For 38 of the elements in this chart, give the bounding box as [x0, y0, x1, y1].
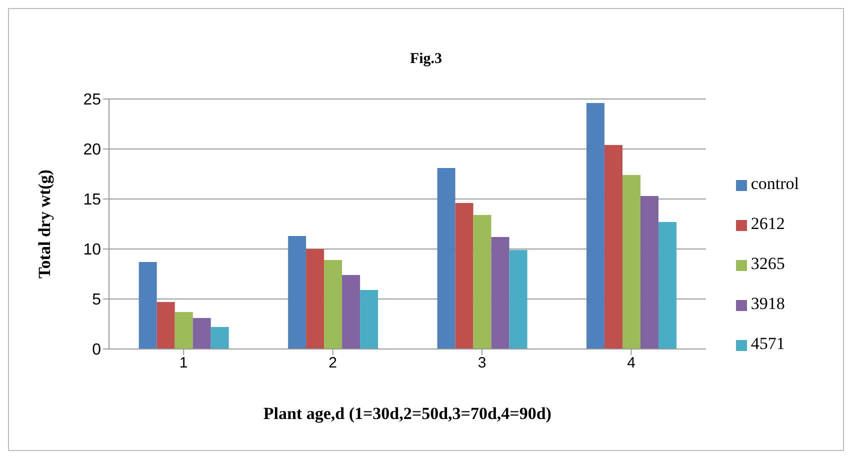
bar	[622, 175, 640, 349]
y-tick-label: 25	[83, 92, 102, 109]
legend-label: control	[750, 174, 799, 193]
bar	[138, 262, 157, 349]
bar	[473, 215, 492, 349]
bar	[360, 290, 378, 349]
bar	[288, 236, 306, 349]
legend-label: 3918	[750, 294, 785, 313]
bar	[342, 275, 360, 349]
bar	[156, 302, 175, 349]
x-tick-label: 3	[478, 354, 486, 372]
y-tick-label: 15	[83, 192, 102, 209]
x-tick-label: 1	[179, 354, 188, 372]
bar	[491, 237, 510, 349]
legend-label: 4571	[750, 334, 785, 353]
bar	[455, 203, 474, 349]
x-tick-label: 2	[328, 354, 337, 372]
bar	[174, 312, 193, 349]
x-tick-label: 4	[627, 354, 636, 372]
bar	[437, 168, 456, 349]
y-axis-title: Total dry wt(g)	[35, 170, 54, 278]
y-tick-label: 0	[92, 342, 102, 359]
bar	[192, 318, 211, 349]
bar	[640, 196, 658, 349]
bar	[306, 249, 324, 349]
bar	[324, 260, 342, 349]
y-tick-label: 5	[92, 292, 102, 309]
chart-title: Fig.3	[408, 51, 444, 68]
y-tick-label: 20	[83, 142, 102, 159]
x-axis-title: Plant age,d (1=30d,2=50d,3=70d,4=90d)	[263, 404, 552, 423]
bar	[604, 145, 622, 349]
bar	[658, 222, 676, 349]
legend-label: 3265	[750, 254, 785, 273]
bar	[509, 250, 528, 349]
bar	[586, 103, 604, 349]
bar	[210, 327, 229, 349]
y-tick-label: 10	[83, 242, 102, 259]
legend-label: 2612	[750, 214, 785, 233]
